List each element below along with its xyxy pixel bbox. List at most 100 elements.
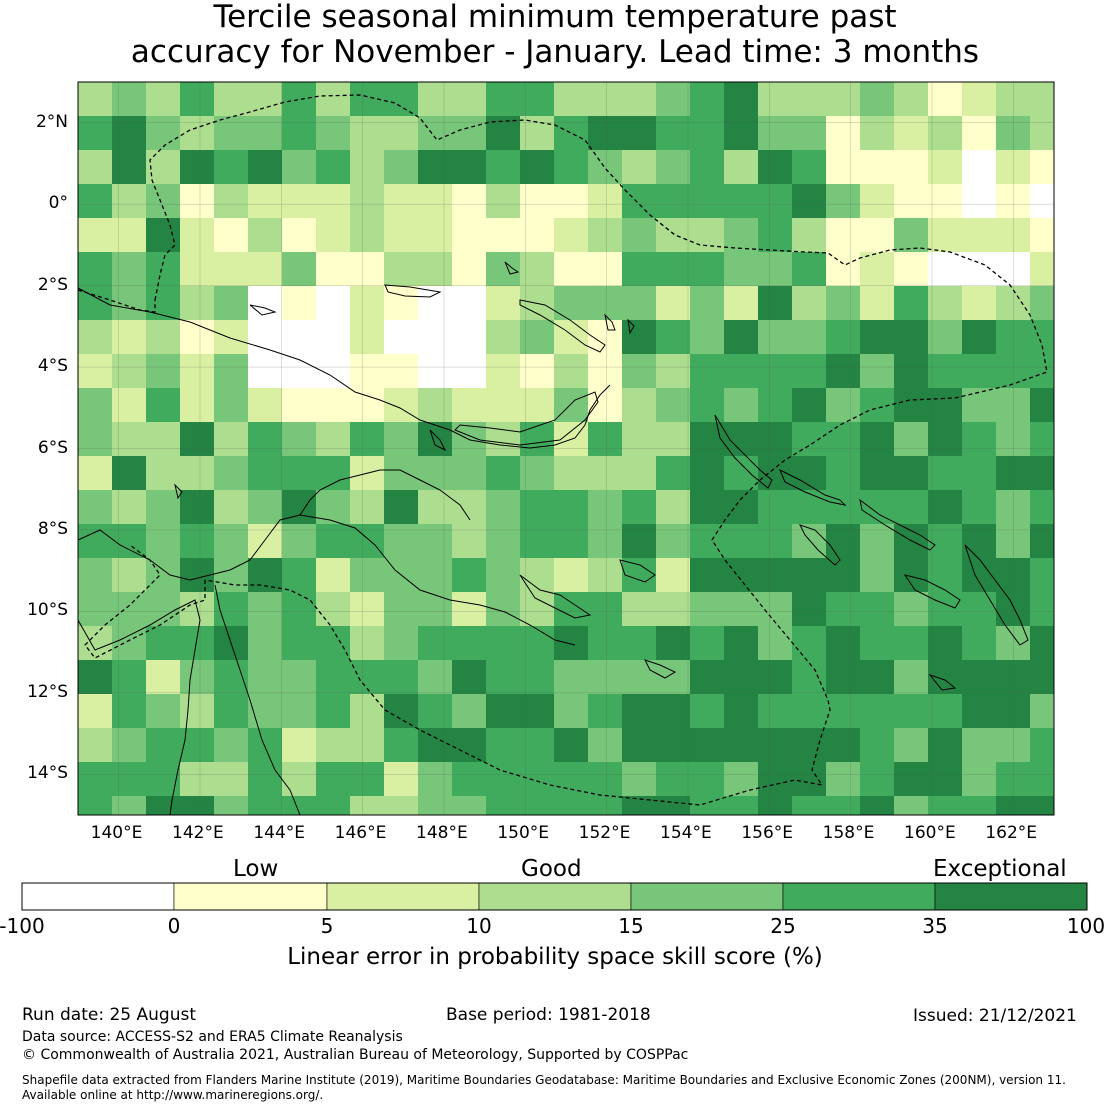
skill-cell <box>486 150 520 184</box>
skill-cell <box>146 796 180 815</box>
skill-cell <box>316 82 350 116</box>
skill-cell <box>996 150 1030 184</box>
coastline-path <box>619 559 656 583</box>
skill-cell <box>180 660 214 694</box>
skill-cell <box>554 626 588 660</box>
skill-cell <box>656 456 690 490</box>
skill-cell <box>860 694 894 728</box>
skill-cell <box>78 354 112 388</box>
skill-cell <box>452 660 486 694</box>
skill-cell <box>248 388 282 422</box>
skill-cell <box>248 728 282 762</box>
skill-cell <box>928 728 962 762</box>
skill-cell <box>622 660 656 694</box>
skill-cell <box>758 320 792 354</box>
skill-cell <box>384 660 418 694</box>
skill-cell <box>792 218 826 252</box>
skill-cell <box>1030 660 1054 694</box>
skill-cell <box>962 456 996 490</box>
skill-cell <box>690 286 724 320</box>
skill-cell <box>350 150 384 184</box>
skill-cell <box>418 660 452 694</box>
skill-cell <box>860 592 894 626</box>
colorbar <box>21 882 1088 911</box>
skill-cell <box>656 354 690 388</box>
skill-cell <box>486 184 520 218</box>
skill-cell <box>554 558 588 592</box>
coastline-path <box>604 313 616 331</box>
colorbar-tick: 10 <box>466 914 492 938</box>
skill-cell <box>1030 320 1054 354</box>
skill-cell <box>826 286 860 320</box>
skill-cell <box>758 116 792 150</box>
skill-cell <box>860 184 894 218</box>
skill-cell <box>826 728 860 762</box>
skill-cell <box>622 796 656 815</box>
skill-cell <box>928 796 962 815</box>
skill-cell <box>214 320 248 354</box>
coastline-path <box>644 659 677 679</box>
skill-cell <box>826 388 860 422</box>
skill-cell <box>112 660 146 694</box>
skill-cell <box>792 82 826 116</box>
skill-cell <box>826 82 860 116</box>
skill-cell <box>180 694 214 728</box>
skill-cell <box>350 320 384 354</box>
skill-cell <box>384 218 418 252</box>
skill-cell <box>520 524 554 558</box>
skill-cell <box>180 422 214 456</box>
skill-cell <box>282 286 316 320</box>
skill-cell <box>962 116 996 150</box>
skill-cell <box>520 252 554 286</box>
skill-cell <box>792 422 826 456</box>
skill-cell <box>1030 218 1054 252</box>
skill-cell <box>962 82 996 116</box>
colorbar-swatch <box>478 882 632 911</box>
skill-cell <box>418 218 452 252</box>
skill-cell <box>316 592 350 626</box>
skill-cell <box>962 762 996 796</box>
skill-cell <box>486 286 520 320</box>
skill-cell <box>112 694 146 728</box>
skill-cell <box>724 252 758 286</box>
skill-cell <box>248 592 282 626</box>
skill-cell <box>690 592 724 626</box>
skill-cell <box>1030 796 1054 815</box>
skill-cell <box>112 320 146 354</box>
skill-cell <box>962 660 996 694</box>
skill-cell <box>350 762 384 796</box>
skill-cell <box>384 456 418 490</box>
skill-cell <box>758 660 792 694</box>
skill-cell <box>282 422 316 456</box>
skill-cell <box>180 286 214 320</box>
skill-cell <box>996 388 1030 422</box>
skill-cell <box>282 762 316 796</box>
longitude-tick-label: 142°E <box>172 823 224 843</box>
latitude-tick-label: 10°S <box>27 600 68 621</box>
skill-cell <box>622 320 656 354</box>
skill-cell <box>112 252 146 286</box>
skill-cell <box>588 456 622 490</box>
skill-cell <box>78 626 112 660</box>
skill-cell <box>350 218 384 252</box>
skill-cell <box>724 626 758 660</box>
coastline-path <box>799 524 841 566</box>
skill-cell <box>282 388 316 422</box>
skill-cell <box>962 422 996 456</box>
skill-cell <box>248 82 282 116</box>
skill-cell <box>588 150 622 184</box>
skill-cell <box>486 694 520 728</box>
skill-cell <box>384 320 418 354</box>
copyright: © Commonwealth of Australia 2021, Austra… <box>22 1047 689 1063</box>
skill-cell <box>282 320 316 354</box>
colorbar-label-exceptional: Exceptional <box>933 856 1067 882</box>
skill-cell <box>928 490 962 524</box>
skill-cell <box>452 728 486 762</box>
skill-cell <box>554 456 588 490</box>
skill-cell <box>520 728 554 762</box>
eez-boundary-path <box>84 544 206 659</box>
skill-cell <box>554 388 588 422</box>
skill-cell <box>996 422 1030 456</box>
skill-cell <box>282 252 316 286</box>
skill-cell <box>928 524 962 558</box>
